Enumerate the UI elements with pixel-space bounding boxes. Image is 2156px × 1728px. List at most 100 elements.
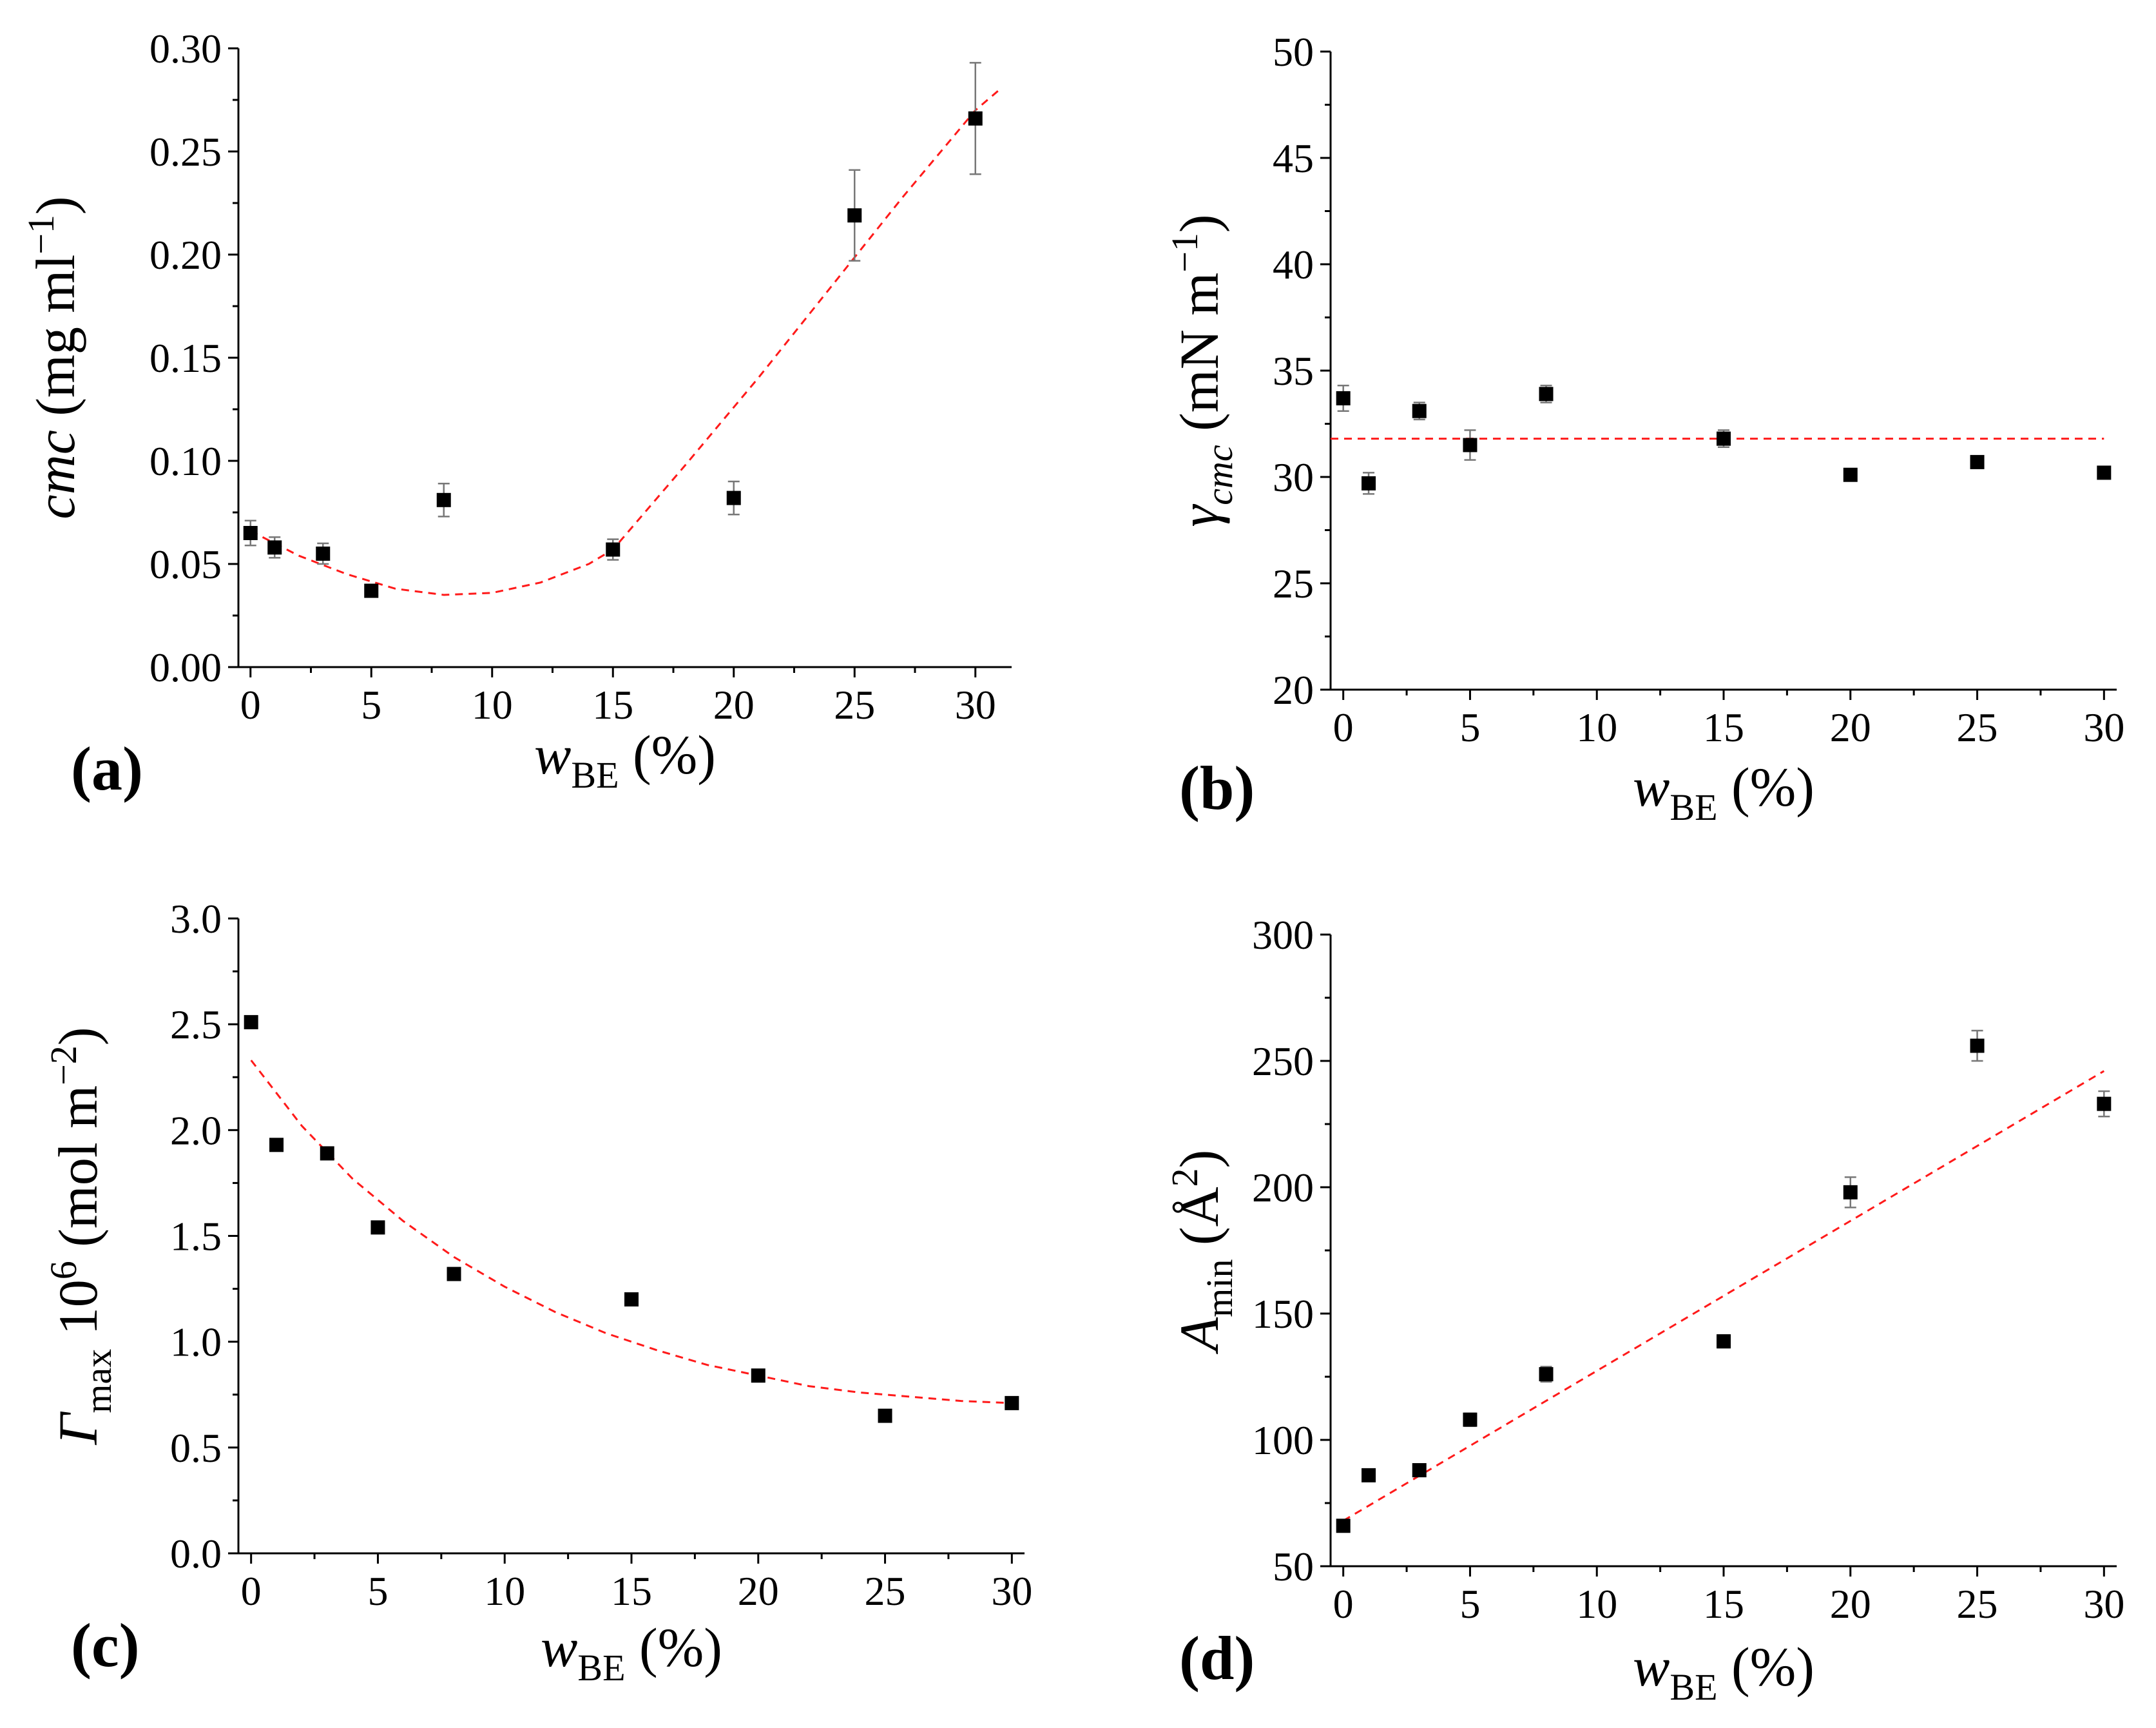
x-tick-label: 15 <box>1703 704 1744 750</box>
x-axis-title-sub: BE <box>1670 786 1717 828</box>
panel-c: 0 5 10 15 20 25 30 0.0 0.5 1.0 1.5 2.0 2.5 3.0 wBE (%)… <box>43 896 1032 1689</box>
y-tick-label: 35 <box>1273 348 1314 394</box>
data-point <box>1463 1412 1477 1427</box>
panel-label: (a) <box>71 734 143 803</box>
x-axis-title-sub: BE <box>577 1647 625 1689</box>
x-tick-label: 0 <box>240 682 261 728</box>
x-tick-label: 15 <box>1703 1581 1744 1627</box>
x-axis-title: wBE (%) <box>1633 1636 1814 1708</box>
data-point <box>847 208 862 223</box>
y-axis-title-rest: (mol m <box>47 1085 109 1261</box>
y-axis-title-main: Γ <box>47 1411 109 1445</box>
x-tick-label: 30 <box>2083 1581 2124 1627</box>
data-point <box>267 540 282 555</box>
y-axis-title-sup: −1 <box>1164 233 1206 273</box>
data-point <box>1463 438 1477 452</box>
x-tick-label: 0 <box>241 1568 262 1614</box>
fit-curve <box>250 88 1001 596</box>
data-point <box>1717 1334 1731 1349</box>
x-tick-label: 20 <box>713 682 755 728</box>
y-axis-title-close: ) <box>1168 1150 1230 1169</box>
y-tick-label: 0.00 <box>149 645 222 690</box>
y-tick-label: 45 <box>1273 135 1314 181</box>
y-tick-label: 0.10 <box>149 438 222 484</box>
y-axis-title: cmc (mg ml−1) <box>20 196 86 519</box>
data-point <box>371 1220 385 1235</box>
x-tick-label: 15 <box>592 682 633 728</box>
x-tick-label: 25 <box>834 682 875 728</box>
data-point <box>1970 454 1985 469</box>
y-axis-title: γcmc (mN m−1) <box>1164 214 1240 527</box>
y-tick-label: 0.15 <box>149 335 222 381</box>
data-point <box>364 583 379 598</box>
y-tick-label: 0.30 <box>149 26 222 72</box>
y-tick-label: 300 <box>1252 912 1314 958</box>
y-tick-label: 50 <box>1273 29 1314 75</box>
x-tick-label: 25 <box>865 1568 906 1614</box>
x-tick-label: 20 <box>1830 704 1871 750</box>
y-axis-title-sup: −2 <box>43 1045 84 1085</box>
y-tick-label: 0.5 <box>170 1425 222 1471</box>
y-axis-title-rest: (mg ml <box>24 255 86 430</box>
y-axis-title: Amin (Å2) <box>1164 1150 1240 1355</box>
x-tick-label: 5 <box>361 682 381 728</box>
x-tick-label: 5 <box>367 1568 388 1614</box>
x-axis-title: wBE (%) <box>534 724 716 796</box>
data-point <box>436 492 451 507</box>
y-axis-title-sub: max <box>77 1349 119 1413</box>
y-axis-title-sup: 2 <box>1164 1168 1206 1187</box>
y-tick-label: 3.0 <box>170 896 222 942</box>
x-tick-label: 30 <box>955 682 996 728</box>
data-point <box>1362 476 1376 490</box>
y-tick-label: 50 <box>1273 1544 1314 1589</box>
x-tick-label: 30 <box>991 1568 1032 1614</box>
fit-curve <box>1342 1070 2105 1522</box>
y-axis-title-rest: (Å <box>1168 1187 1230 1259</box>
x-axis-title-sub: BE <box>571 754 619 796</box>
data-point <box>751 1368 765 1383</box>
panel-label: (b) <box>1179 753 1255 822</box>
data-point <box>606 542 621 557</box>
panel-d: 0 5 10 15 20 25 30 50 100 150 200 250 300 wBE (%) Amin… <box>1164 912 2124 1708</box>
y-axis-title-sub: min <box>1198 1259 1240 1317</box>
y-tick-label: 40 <box>1273 242 1314 287</box>
panel-label: (d) <box>1179 1624 1255 1693</box>
x-tick-label: 10 <box>1576 704 1617 750</box>
y-tick-label: 0.20 <box>149 232 222 278</box>
fit-curve <box>250 1060 1012 1404</box>
x-axis-title-main: w <box>541 1616 577 1678</box>
data-point <box>1970 1038 1985 1053</box>
y-tick-label: 250 <box>1252 1038 1314 1084</box>
x-axis-title-main: w <box>1633 1636 1670 1698</box>
y-axis-title-close: ) <box>47 1027 109 1046</box>
x-axis-title-main: w <box>1633 756 1670 818</box>
y-tick-label: 150 <box>1252 1291 1314 1337</box>
x-axis-title-rest: (%) <box>619 724 716 786</box>
data-point <box>1843 1185 1858 1199</box>
y-axis-title-close: ) <box>1168 214 1230 233</box>
y-tick-label: 1.0 <box>170 1319 222 1365</box>
y-axis-title-rest: (mN m <box>1168 273 1230 445</box>
data-point <box>878 1408 892 1423</box>
y-tick-label: 25 <box>1273 561 1314 607</box>
y-tick-label: 0.05 <box>149 541 222 587</box>
data-point <box>1412 403 1427 418</box>
data-point <box>320 1146 334 1161</box>
data-point <box>1717 431 1731 446</box>
data-point <box>447 1267 461 1281</box>
x-tick-label: 5 <box>1459 1581 1480 1627</box>
x-tick-label: 25 <box>1957 1581 1998 1627</box>
x-tick-label: 0 <box>1333 704 1354 750</box>
x-tick-label: 30 <box>2083 704 2124 750</box>
data-point <box>2097 1096 2112 1111</box>
data-point <box>726 490 741 505</box>
y-axis-title-sub: cmc <box>1198 445 1240 505</box>
data-point <box>1362 1468 1376 1482</box>
x-axis-title-rest: (%) <box>1718 756 1814 818</box>
x-axis-title: wBE (%) <box>541 1616 722 1689</box>
y-tick-label: 20 <box>1273 667 1314 713</box>
x-tick-label: 0 <box>1333 1581 1354 1627</box>
data-point <box>269 1138 284 1152</box>
y-axis-title-mid: 10 <box>47 1279 109 1349</box>
data-point <box>2097 465 2112 480</box>
